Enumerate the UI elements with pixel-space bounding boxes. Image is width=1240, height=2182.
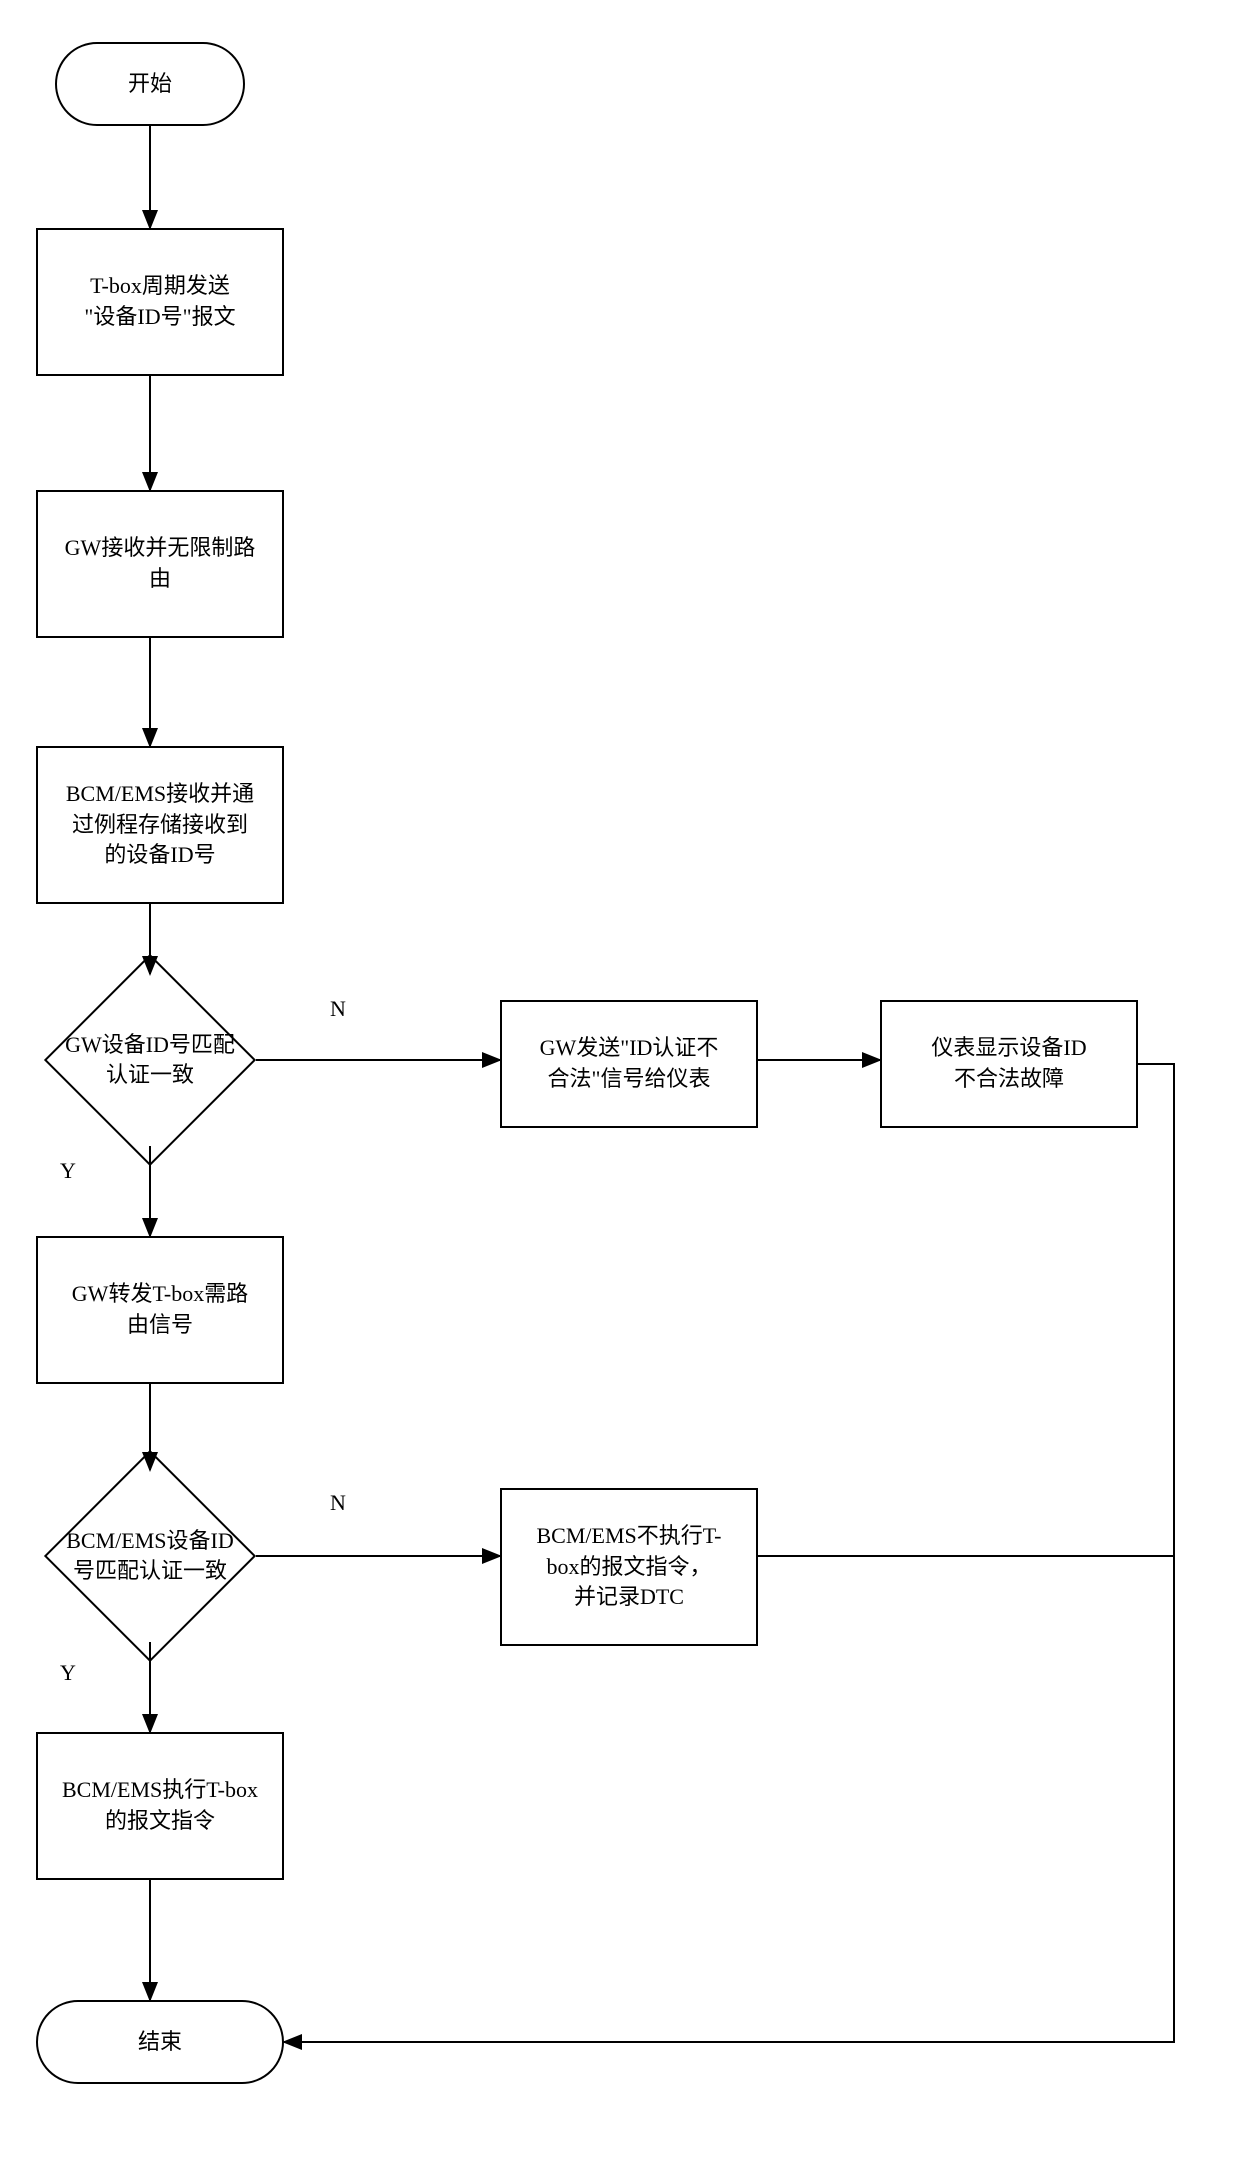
end-label: 结束 bbox=[138, 2027, 182, 2058]
gw-forward-label: GW转发T-box需路 由信号 bbox=[72, 1279, 248, 1341]
decision-bcm-match: BCM/EMS设备ID 号匹配认证一致 bbox=[75, 1481, 225, 1631]
process-meter-display: 仪表显示设备ID 不合法故障 bbox=[880, 1000, 1138, 1128]
flowchart-end: 结束 bbox=[36, 2000, 284, 2084]
edge-label-bcm-match-y: Y bbox=[60, 1660, 76, 1686]
edge-label-gw-match-y: Y bbox=[60, 1158, 76, 1184]
bcm-match-label: BCM/EMS设备ID 号匹配认证一致 bbox=[45, 1481, 255, 1631]
process-gw-forward: GW转发T-box需路 由信号 bbox=[36, 1236, 284, 1384]
tbox-send-label: T-box周期发送 "设备ID号"报文 bbox=[84, 271, 235, 333]
gw-receive-label: GW接收并无限制路 由 bbox=[65, 533, 256, 595]
process-bcm-exec: BCM/EMS执行T-box 的报文指令 bbox=[36, 1732, 284, 1880]
edge-label-bcm-match-n: N bbox=[330, 1490, 346, 1516]
bcm-noexec-label: BCM/EMS不执行T- box的报文指令， 并记录DTC bbox=[536, 1521, 721, 1613]
bcm-store-label: BCM/EMS接收并通 过例程存储接收到 的设备ID号 bbox=[66, 779, 254, 871]
bcm-exec-label: BCM/EMS执行T-box 的报文指令 bbox=[62, 1775, 258, 1837]
gw-match-label: GW设备ID号匹配 认证一致 bbox=[45, 985, 255, 1135]
flowchart-start: 开始 bbox=[55, 42, 245, 126]
meter-display-label: 仪表显示设备ID 不合法故障 bbox=[931, 1033, 1086, 1095]
process-gw-receive: GW接收并无限制路 由 bbox=[36, 490, 284, 638]
edge-label-gw-match-n: N bbox=[330, 996, 346, 1022]
process-tbox-send: T-box周期发送 "设备ID号"报文 bbox=[36, 228, 284, 376]
start-label: 开始 bbox=[128, 69, 172, 100]
process-bcm-noexec: BCM/EMS不执行T- box的报文指令， 并记录DTC bbox=[500, 1488, 758, 1646]
process-gw-send-invalid: GW发送"ID认证不 合法"信号给仪表 bbox=[500, 1000, 758, 1128]
process-bcm-store: BCM/EMS接收并通 过例程存储接收到 的设备ID号 bbox=[36, 746, 284, 904]
decision-gw-match: GW设备ID号匹配 认证一致 bbox=[75, 985, 225, 1135]
gw-send-invalid-label: GW发送"ID认证不 合法"信号给仪表 bbox=[540, 1033, 719, 1095]
